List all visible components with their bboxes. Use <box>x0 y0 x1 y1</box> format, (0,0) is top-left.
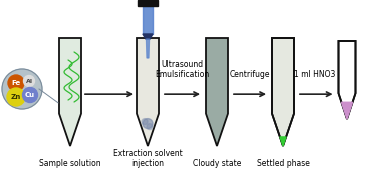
Polygon shape <box>138 0 158 6</box>
Circle shape <box>2 69 42 109</box>
Polygon shape <box>206 38 228 114</box>
Polygon shape <box>280 137 286 146</box>
Text: Fe: Fe <box>11 80 21 86</box>
Polygon shape <box>272 114 294 146</box>
Polygon shape <box>147 39 150 58</box>
Circle shape <box>142 119 148 125</box>
Polygon shape <box>272 38 294 114</box>
Polygon shape <box>143 6 153 34</box>
Polygon shape <box>342 102 352 119</box>
Polygon shape <box>137 38 159 114</box>
Text: Sample solution: Sample solution <box>39 159 101 168</box>
Text: Settled phase: Settled phase <box>257 159 310 168</box>
Circle shape <box>147 124 153 130</box>
Text: Al: Al <box>26 78 32 84</box>
Polygon shape <box>339 93 356 119</box>
Text: Extraction solvent
injection: Extraction solvent injection <box>113 149 183 168</box>
Circle shape <box>23 76 35 86</box>
Text: Cloudy state: Cloudy state <box>193 159 241 168</box>
Polygon shape <box>206 114 228 146</box>
Circle shape <box>7 88 25 106</box>
Text: Cu: Cu <box>25 92 35 98</box>
Polygon shape <box>59 38 81 114</box>
Circle shape <box>143 119 153 129</box>
Circle shape <box>23 87 37 102</box>
Polygon shape <box>143 34 153 39</box>
Text: Zn: Zn <box>11 94 21 100</box>
Polygon shape <box>137 114 159 146</box>
Circle shape <box>8 75 24 91</box>
Text: 1 ml HNO3: 1 ml HNO3 <box>294 70 336 79</box>
Text: Ultrasound
Emulsification: Ultrasound Emulsification <box>155 60 210 79</box>
Polygon shape <box>339 41 356 93</box>
Text: Centrifuge: Centrifuge <box>230 70 270 79</box>
Polygon shape <box>59 114 81 146</box>
